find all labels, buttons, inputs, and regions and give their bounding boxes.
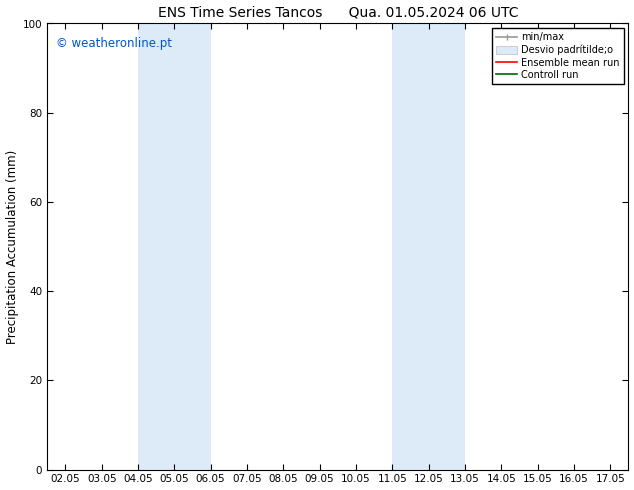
Title: ENS Time Series Tancos      Qua. 01.05.2024 06 UTC: ENS Time Series Tancos Qua. 01.05.2024 0… — [158, 5, 518, 20]
Bar — [392, 24, 465, 469]
Bar — [138, 24, 210, 469]
Text: © weatheronline.pt: © weatheronline.pt — [56, 37, 172, 50]
Legend: min/max, Desvio padrítilde;o, Ensemble mean run, Controll run: min/max, Desvio padrítilde;o, Ensemble m… — [492, 28, 624, 84]
Y-axis label: Precipitation Accumulation (mm): Precipitation Accumulation (mm) — [6, 149, 18, 343]
